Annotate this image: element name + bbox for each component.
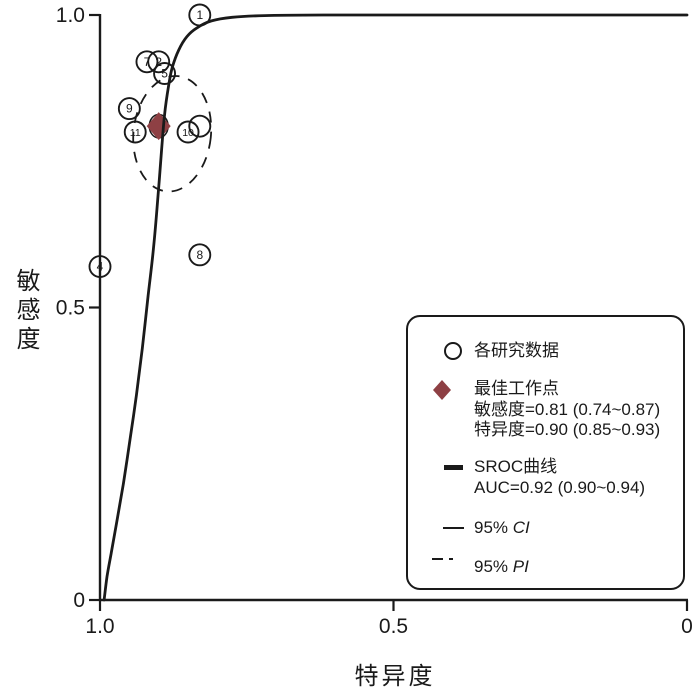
x-tick-label: 0 xyxy=(681,615,693,638)
study-point xyxy=(117,97,141,121)
study-point xyxy=(188,114,212,138)
study-point-label: 1 xyxy=(196,8,203,22)
study-point xyxy=(153,62,177,85)
study-point-label: 8 xyxy=(196,248,203,262)
study-point xyxy=(188,243,212,267)
study-point-label: 11 xyxy=(130,127,141,139)
study-point-label: 4 xyxy=(97,260,104,274)
study-point-label: 7 xyxy=(144,55,151,69)
legend-label-pi-italic: PI xyxy=(512,557,529,576)
study-point xyxy=(147,50,171,74)
x-tick-label: 0.5 xyxy=(379,615,408,638)
study-point-label: 10 xyxy=(182,127,194,139)
study-point xyxy=(135,50,159,74)
legend-box: 各研究数据 最佳工作点 敏感度=0.81 (0.74~0.87) 特异度=0.9… xyxy=(406,315,685,590)
summary-point-diamond xyxy=(146,112,171,141)
y-axis-title: 敏感度 xyxy=(12,268,39,355)
y-tick-label: 0 xyxy=(73,589,85,612)
study-point-label: 9 xyxy=(126,102,133,116)
x-axis-title: 特异度 xyxy=(354,663,436,690)
study-point xyxy=(188,3,212,27)
legend-label-sroc-title: SROC曲线 xyxy=(474,457,558,476)
study-circle-icon xyxy=(444,342,462,360)
legend-sroc-auc: AUC=0.92 (0.90~0.94) xyxy=(474,477,646,497)
study-point xyxy=(123,120,147,144)
legend-item-pi: 95% PI xyxy=(432,557,529,578)
study-point-label: 5 xyxy=(161,67,168,81)
legend-label-optimal-title: 最佳工作点 xyxy=(474,379,559,398)
legend-optimal-sensitivity: 敏感度=0.81 (0.74~0.87) xyxy=(474,399,661,419)
legend-label-pi: 95% xyxy=(474,557,513,576)
y-tick-label: 0.5 xyxy=(56,297,85,320)
optimal-point-diamond-icon xyxy=(433,380,451,400)
pi-ellipse xyxy=(132,75,213,193)
pi-dashed-line-icon xyxy=(432,558,454,560)
legend-item-sroc-curve: SROC曲线 AUC=0.92 (0.90~0.94) xyxy=(432,457,645,498)
sroc-curve-line-icon xyxy=(443,464,463,470)
ci-line-icon xyxy=(442,527,464,529)
legend-label-ci: 95% xyxy=(474,518,513,537)
legend-label-ci-italic: CI xyxy=(512,518,530,537)
legend-item-studies: 各研究数据 xyxy=(432,341,559,362)
x-tick-label: 1.0 xyxy=(85,615,114,638)
study-point xyxy=(88,255,112,278)
legend-item-ci: 95% CI xyxy=(432,518,530,539)
y-tick-label: 1.0 xyxy=(56,4,85,27)
legend-item-optimal-point: 最佳工作点 敏感度=0.81 (0.74~0.87) 特异度=0.90 (0.8… xyxy=(432,379,660,441)
sroc-curve xyxy=(102,13,689,602)
study-point xyxy=(176,120,200,144)
legend-optimal-specificity: 特异度=0.90 (0.85~0.93) xyxy=(474,420,661,439)
study-point-label: 2 xyxy=(155,55,162,69)
legend-label-studies: 各研究数据 xyxy=(474,341,559,360)
